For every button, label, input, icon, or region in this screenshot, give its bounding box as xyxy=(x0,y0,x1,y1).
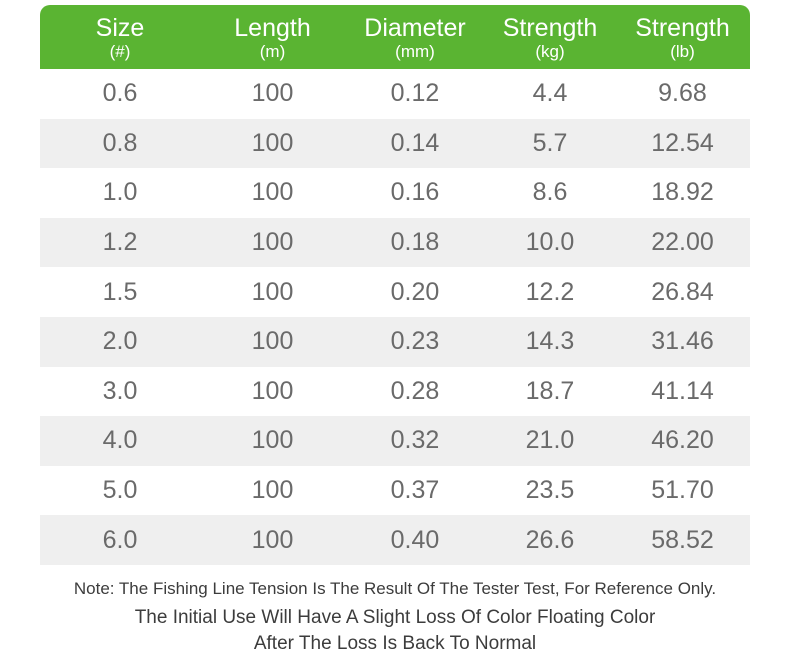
table-cell: 22.00 xyxy=(651,228,714,257)
table-cell: 1.0 xyxy=(102,178,138,207)
column-unit: (lb) xyxy=(670,41,695,61)
note-line-reference: Note: The Fishing Line Tension Is The Re… xyxy=(73,579,717,598)
table-cell: 5.7 xyxy=(532,128,568,157)
table-row: 1.2 100 0.18 10.0 22.00 xyxy=(40,217,750,268)
table-cell: 0.37 xyxy=(390,476,440,505)
note-line-back-to-normal: After The Loss Is Back To Normal xyxy=(253,633,537,654)
table-row: 6.0 100 0.40 26.6 58.52 xyxy=(40,515,750,565)
table-cell: 0.18 xyxy=(390,228,440,257)
table-cell: 100 xyxy=(251,327,294,356)
table-cell: 4.0 xyxy=(102,426,138,455)
column-unit: (#) xyxy=(109,41,131,61)
column-unit: (mm) xyxy=(395,41,435,61)
table-cell: 26.6 xyxy=(525,525,575,554)
table-cell: 6.0 xyxy=(102,525,138,554)
table-body: 0.6 100 0.12 4.4 9.68 0.8 100 0.14 5.7 12.54 1.0 10… xyxy=(40,69,750,565)
table-cell: 100 xyxy=(251,79,294,108)
note-line-color-loss: The Initial Use Will Have A Slight Loss … xyxy=(134,607,656,628)
table-cell: 0.28 xyxy=(390,376,440,405)
header-cell-strength-kg: Strength (kg) xyxy=(485,14,615,61)
column-label: Size xyxy=(95,13,145,42)
table-cell: 1.5 xyxy=(102,277,138,306)
table-row: 1.5 100 0.20 12.2 26.84 xyxy=(40,267,750,317)
header-cell-diameter: Diameter (mm) xyxy=(345,14,485,61)
table-cell: 4.4 xyxy=(532,79,568,108)
table-cell: 12.2 xyxy=(525,277,575,306)
table-cell: 0.6 xyxy=(102,79,138,108)
table-cell: 0.40 xyxy=(390,525,440,554)
table-cell: 46.20 xyxy=(651,426,714,455)
table-cell: 1.2 xyxy=(102,228,138,257)
spec-table: Size (#) Length (m) Diameter (mm) Streng… xyxy=(40,5,750,565)
table-cell: 18.92 xyxy=(651,178,714,207)
table-cell: 100 xyxy=(251,525,294,554)
table-cell: 31.46 xyxy=(651,327,714,356)
table-cell: 9.68 xyxy=(658,79,707,108)
column-label: Diameter xyxy=(364,13,466,42)
table-cell: 100 xyxy=(251,277,294,306)
table-cell: 100 xyxy=(251,476,294,505)
table-cell: 18.7 xyxy=(525,376,575,405)
table-row: 0.6 100 0.12 4.4 9.68 xyxy=(40,69,750,119)
table-cell: 0.14 xyxy=(390,128,440,157)
notes-block: Note: The Fishing Line Tension Is The Re… xyxy=(0,578,790,655)
header-cell-length: Length (m) xyxy=(200,14,345,61)
column-unit: (kg) xyxy=(535,41,565,61)
table-cell: 100 xyxy=(251,178,294,207)
table-cell: 5.0 xyxy=(102,476,138,505)
column-label: Strength xyxy=(502,13,598,42)
column-unit: (m) xyxy=(259,41,286,61)
column-label: Strength xyxy=(635,13,730,42)
table-cell: 0.32 xyxy=(390,426,440,455)
table-cell: 14.3 xyxy=(525,327,575,356)
table-row: 5.0 100 0.37 23.5 51.70 xyxy=(40,466,750,516)
table-cell: 0.20 xyxy=(390,277,440,306)
table-cell: 0.8 xyxy=(102,128,138,157)
table-cell: 51.70 xyxy=(651,476,714,505)
table-cell: 26.84 xyxy=(651,277,714,306)
table-cell: 2.0 xyxy=(102,327,138,356)
table-row: 3.0 100 0.28 18.7 41.14 xyxy=(40,367,750,417)
table-cell: 0.23 xyxy=(390,327,440,356)
table-cell: 100 xyxy=(251,426,294,455)
table-cell: 58.52 xyxy=(651,525,714,554)
header-cell-size: Size (#) xyxy=(40,14,200,61)
table-row: 4.0 100 0.32 21.0 46.20 xyxy=(40,416,750,466)
table-row: 0.8 100 0.14 5.7 12.54 xyxy=(40,118,750,169)
table-cell: 41.14 xyxy=(651,376,714,405)
table-cell: 21.0 xyxy=(525,426,575,455)
table-header: Size (#) Length (m) Diameter (mm) Streng… xyxy=(40,5,750,69)
table-cell: 100 xyxy=(251,376,294,405)
table-cell: 100 xyxy=(251,128,294,157)
table-cell: 100 xyxy=(251,228,294,257)
table-cell: 8.6 xyxy=(532,178,568,207)
table-row: 2.0 100 0.23 14.3 31.46 xyxy=(40,316,750,367)
table-cell: 12.54 xyxy=(651,128,714,157)
header-cell-strength-lb: Strength (lb) xyxy=(615,14,750,61)
table-row: 1.0 100 0.16 8.6 18.92 xyxy=(40,168,750,218)
table-cell: 3.0 xyxy=(102,376,138,405)
table-cell: 0.16 xyxy=(390,178,440,207)
column-label: Length xyxy=(234,13,311,42)
table-cell: 23.5 xyxy=(525,476,575,505)
table-cell: 10.0 xyxy=(525,228,575,257)
table-cell: 0.12 xyxy=(390,79,440,108)
